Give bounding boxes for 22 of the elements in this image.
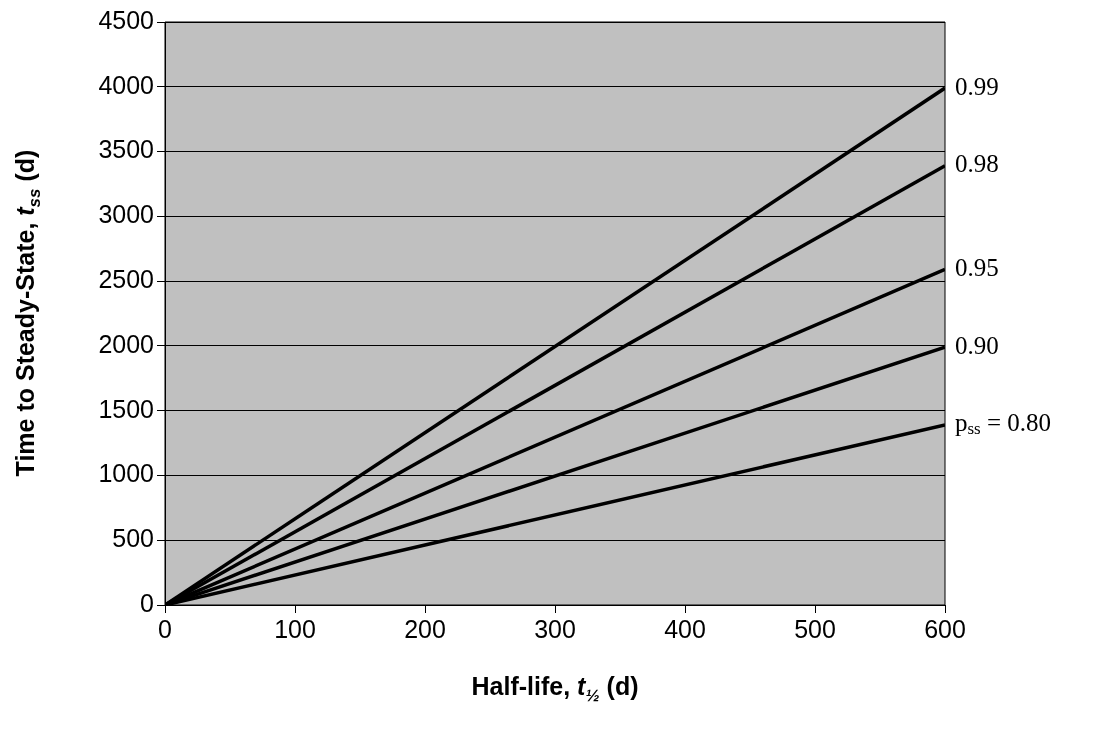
y-tick-label: 4500 — [98, 5, 154, 34]
series-label: 0.99 — [955, 72, 999, 100]
x-axis-title: Half-life, t$_{½}$ (d) — [470, 672, 640, 706]
series-label: 0.90 — [955, 331, 999, 359]
x-tick-label: 200 — [404, 614, 446, 643]
x-tick-label: 600 — [924, 614, 966, 643]
y-tick-label: 4000 — [98, 70, 154, 99]
x-tick-label: 300 — [534, 614, 576, 643]
y-tick-label: 2500 — [98, 265, 154, 293]
y-tick-label: 2000 — [98, 329, 154, 358]
y-tick-label: 3500 — [98, 135, 154, 164]
y-tick-label: 0 — [140, 588, 154, 617]
x-tick-label: 400 — [664, 614, 706, 643]
series-label: 0.95 — [955, 254, 999, 282]
series-label: 0.98 — [955, 150, 999, 178]
y-tick-label: 1500 — [98, 394, 154, 423]
y-tick-label: 500 — [112, 524, 154, 553]
y-tick-label: 1000 — [98, 459, 154, 488]
x-tick-label: 100 — [274, 614, 316, 643]
x-tick-label: 0 — [158, 614, 172, 643]
x-tick-label: 500 — [794, 614, 836, 643]
y-tick-label: 3000 — [98, 200, 154, 229]
